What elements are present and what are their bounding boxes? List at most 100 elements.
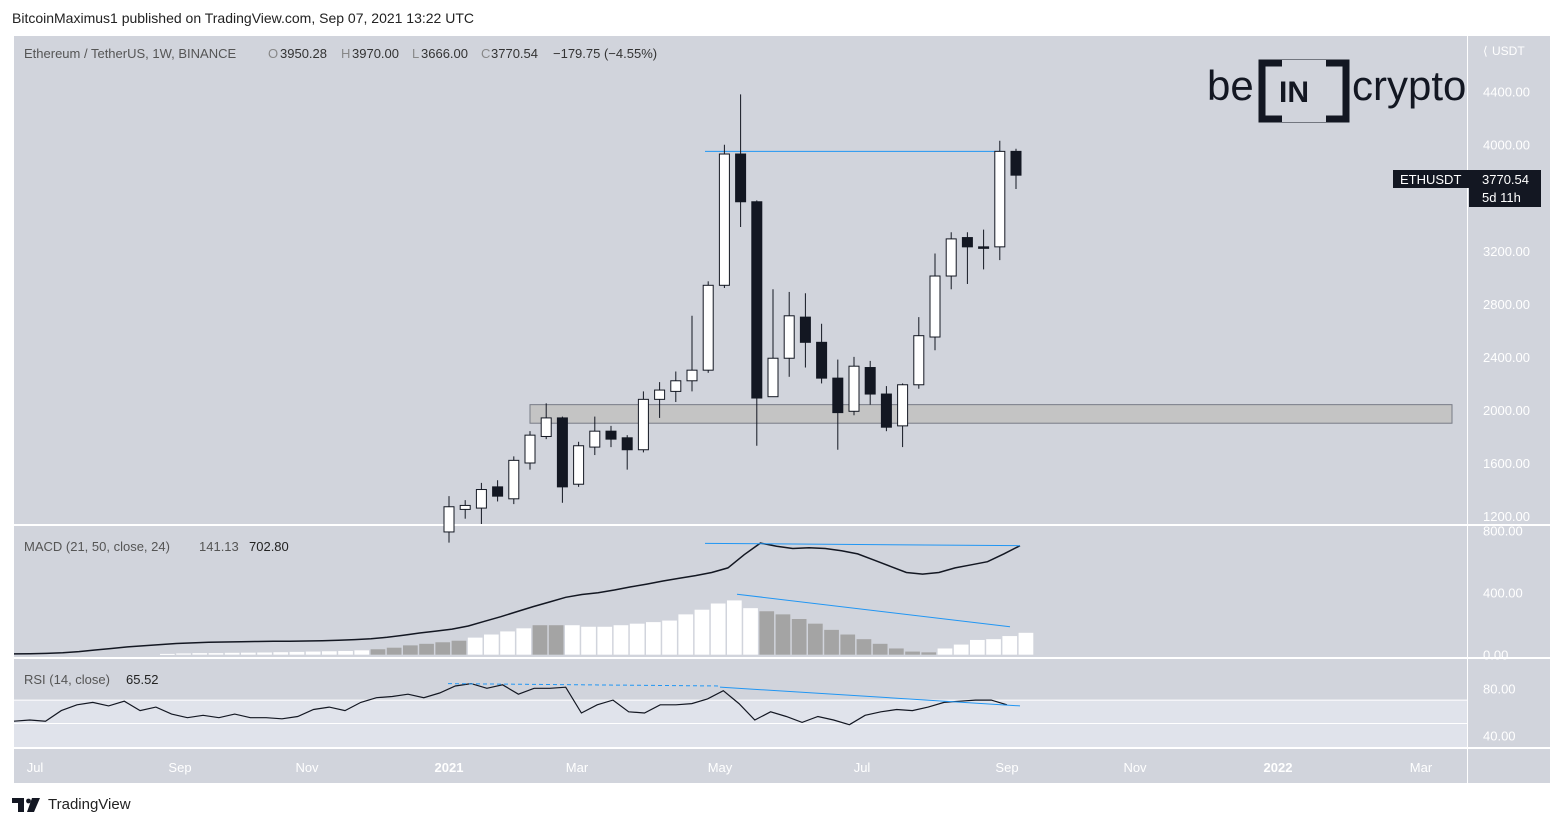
price-pane	[443, 94, 1453, 543]
price-tag-symbol: ETHUSDT	[1400, 172, 1461, 187]
macd-histogram-bar	[435, 642, 451, 655]
candle	[702, 281, 714, 373]
macd-histogram-bar	[289, 651, 305, 655]
price-tag-price: 3770.54	[1482, 172, 1529, 187]
macd-histogram-bar	[581, 626, 596, 655]
macd-tick-label: 800.00	[1483, 524, 1523, 539]
logo-bracket-gap	[1282, 60, 1326, 122]
candle	[492, 480, 504, 502]
macd-histogram-bar	[467, 637, 483, 655]
macd-histogram-bar	[597, 626, 613, 655]
macd-histogram-bar	[322, 651, 337, 655]
candle	[913, 317, 925, 389]
candle-body-up	[637, 398, 649, 451]
macd-histogram-bar	[646, 622, 661, 655]
candle-body-up	[524, 434, 536, 464]
macd-histogram-bar	[208, 653, 224, 655]
macd-histogram-bar	[937, 648, 953, 655]
macd-histogram-bar	[791, 619, 807, 655]
macd-histogram-bar	[548, 625, 564, 655]
candle-body-up	[783, 315, 795, 359]
price-tick-label: 2400.00	[1483, 350, 1530, 365]
logo-in: IN	[1279, 76, 1309, 109]
candle-body-down	[735, 153, 747, 203]
candle	[978, 229, 990, 270]
macd-pane	[13, 542, 1034, 655]
rsi-value: 65.52	[126, 672, 159, 687]
change-value: −179.75 (−4.55%)	[553, 46, 657, 61]
time-axis-label: Nov	[295, 760, 319, 775]
macd-histogram-bar	[305, 651, 321, 655]
candle-body-down	[492, 486, 504, 497]
macd-histogram-bar	[986, 639, 1001, 655]
logo-crypto: crypto	[1352, 62, 1466, 109]
candle	[621, 435, 633, 470]
rsi-axis-bg	[1468, 659, 1550, 747]
candle-body-up	[670, 380, 682, 392]
candle-body-up	[540, 417, 552, 437]
candle-body-down	[816, 341, 828, 379]
candle-body-up	[589, 430, 601, 448]
rsi-divergence-line	[719, 686, 1021, 707]
candle-body-down	[961, 237, 973, 248]
time-axis-label: Mar	[1410, 760, 1433, 775]
price-tick-label: 2800.00	[1483, 297, 1530, 312]
tradingview-brand: TradingView	[48, 796, 131, 813]
macd-histogram-bar	[241, 652, 256, 655]
candle	[718, 144, 730, 288]
candle	[686, 315, 698, 392]
currency-icon: ⟨	[1483, 44, 1488, 58]
candle	[897, 383, 909, 448]
candle	[832, 359, 844, 450]
tradingview-logo-icon	[12, 797, 40, 812]
support-zone	[529, 404, 1453, 424]
candle	[816, 323, 828, 384]
time-axis-label: Jul	[27, 760, 44, 775]
candle	[524, 431, 536, 470]
macd-histogram-bar	[694, 609, 710, 655]
macd-histogram-bar	[192, 653, 208, 655]
macd-histogram-bar	[808, 623, 823, 655]
candle	[880, 386, 892, 432]
macd-histogram-bar	[678, 614, 694, 655]
candle-body-up	[654, 389, 666, 400]
candle	[767, 289, 779, 398]
symbol-title: Ethereum / TetherUS, 1W, BINANCE	[24, 46, 236, 61]
close-label: C	[481, 46, 490, 61]
candle	[864, 360, 876, 405]
candle	[443, 496, 455, 543]
time-axis-label: Nov	[1123, 760, 1147, 775]
price-tick-label: 3200.00	[1483, 244, 1530, 259]
price-tick-label: 1600.00	[1483, 456, 1530, 471]
macd-title: MACD (21, 50, close, 24)	[24, 539, 170, 554]
rsi-tick-label: 80.00	[1483, 681, 1516, 696]
candle-body-down	[556, 417, 568, 488]
candle-body-down	[1010, 150, 1022, 176]
macd-histogram-bar	[386, 647, 402, 655]
candle-body-up	[718, 153, 730, 286]
candle	[573, 441, 585, 487]
macd-histogram-bar	[176, 653, 191, 655]
candle-body-down	[621, 437, 633, 451]
candle-body-up	[475, 489, 487, 509]
candle	[459, 500, 471, 519]
macd-histogram-bar	[500, 631, 515, 655]
candle	[508, 456, 520, 505]
candle-body-up	[994, 150, 1006, 248]
candle	[605, 425, 617, 448]
macd-histogram-bar	[354, 650, 370, 655]
macd-histogram-bar	[905, 651, 920, 655]
axes: 4400.00 4000.00 3200.00 2800.00 2400.00 2000.…	[27, 85, 1530, 775]
candle-body-up	[913, 335, 925, 386]
axis-currency-label: USDT	[1492, 44, 1525, 58]
candle-body-down	[864, 367, 876, 395]
candle	[475, 482, 487, 524]
high-label: H	[341, 46, 350, 61]
macd-histogram-bar	[953, 644, 969, 655]
candle	[929, 253, 941, 351]
tradingview-footer[interactable]: TradingView	[12, 796, 131, 813]
candle-body-up	[848, 365, 860, 412]
candle	[783, 291, 795, 377]
candle	[945, 232, 957, 290]
